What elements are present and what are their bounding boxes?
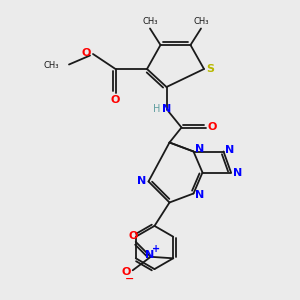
Text: H: H bbox=[153, 104, 161, 115]
Text: CH₃: CH₃ bbox=[193, 17, 209, 26]
Text: +: + bbox=[152, 244, 160, 254]
Text: N: N bbox=[137, 176, 146, 187]
Text: CH₃: CH₃ bbox=[142, 17, 158, 26]
Text: N: N bbox=[226, 145, 235, 155]
Text: N: N bbox=[195, 190, 204, 200]
Text: CH₃: CH₃ bbox=[44, 61, 59, 70]
Text: O: O bbox=[111, 94, 120, 105]
Text: N: N bbox=[145, 250, 154, 260]
Text: N: N bbox=[162, 104, 171, 115]
Text: O: O bbox=[207, 122, 217, 133]
Text: S: S bbox=[207, 64, 214, 74]
Text: N: N bbox=[195, 143, 204, 154]
Text: −: − bbox=[125, 274, 134, 284]
Text: O: O bbox=[82, 47, 91, 58]
Text: O: O bbox=[128, 231, 137, 241]
Text: N: N bbox=[233, 167, 242, 178]
Text: O: O bbox=[122, 267, 131, 277]
